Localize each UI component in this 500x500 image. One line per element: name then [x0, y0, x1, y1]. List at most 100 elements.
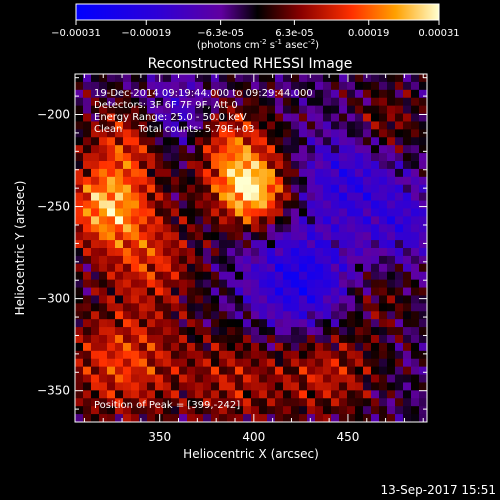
heatmap-cell	[419, 105, 428, 114]
heatmap-cell	[187, 105, 196, 114]
heatmap-cell	[171, 263, 180, 273]
heatmap-cell	[291, 192, 300, 201]
heatmap-cell	[139, 390, 148, 399]
heatmap-cell	[179, 303, 188, 312]
heatmap-cell	[147, 398, 156, 407]
heatmap-cell	[379, 406, 388, 415]
heatmap-cell	[203, 208, 212, 217]
heatmap-cell	[171, 176, 180, 186]
heatmap-cell	[163, 145, 172, 154]
heatmap-cell	[379, 350, 388, 360]
heatmap-cell	[299, 184, 308, 194]
heatmap-cell	[299, 200, 308, 209]
heatmap-cell	[347, 153, 356, 162]
heatmap-cell	[323, 224, 332, 233]
heatmap-cell	[211, 303, 220, 312]
heatmap-cell	[195, 192, 204, 201]
heatmap-cell	[147, 303, 156, 312]
heatmap-cell	[411, 319, 420, 328]
heatmap-cell	[163, 224, 172, 233]
heatmap-cell	[419, 406, 428, 415]
heatmap-cell	[219, 121, 228, 130]
heatmap-cell	[99, 137, 108, 146]
heatmap-cell	[219, 255, 228, 265]
heatmap-cell	[163, 208, 172, 217]
heatmap-cell	[91, 406, 100, 415]
heatmap-cell	[107, 295, 116, 304]
heatmap-cell	[283, 311, 292, 320]
heatmap-cell	[107, 240, 116, 249]
heatmap-cell	[123, 406, 132, 415]
heatmap-cell	[339, 153, 348, 162]
heatmap-cell	[107, 342, 116, 352]
heatmap-cell	[363, 390, 372, 399]
heatmap-cell	[131, 406, 140, 415]
heatmap-cell	[171, 89, 180, 99]
heatmap-cell	[99, 303, 108, 312]
heatmap-cell	[339, 184, 348, 194]
colorbar-unit-label: (photons cm-2 s-1 asec-2)	[197, 38, 319, 51]
colorbar-tick-label: 6.3e-05	[275, 28, 313, 39]
colorbar-tick-label: −0.00019	[121, 28, 171, 39]
heatmap-cell	[243, 398, 252, 407]
colorbar-tick-label: 0.00031	[418, 28, 459, 39]
heatmap-cell	[355, 113, 364, 122]
heatmap-cell	[323, 74, 332, 83]
heatmap-cell	[299, 414, 308, 423]
heatmap-cell	[219, 168, 228, 178]
heatmap-cell	[251, 105, 260, 114]
heatmap-cell	[323, 192, 332, 201]
heatmap-cell	[267, 208, 276, 217]
chart-title: Reconstructed RHESSI Image	[148, 56, 353, 72]
heatmap-cell	[179, 350, 188, 360]
heatmap-cell	[147, 406, 156, 415]
heatmap-cell	[171, 374, 180, 383]
heatmap-cell	[283, 263, 292, 273]
heatmap-cell	[107, 311, 116, 320]
heatmap-cell	[283, 200, 292, 209]
heatmap-cell	[171, 382, 180, 391]
heatmap-cell	[107, 382, 116, 391]
heatmap-cell	[147, 224, 156, 233]
heatmap-cell	[171, 271, 180, 281]
heatmap-cell	[331, 263, 340, 273]
heatmap-cell	[211, 232, 220, 241]
heatmap-cell	[203, 350, 212, 360]
heatmap-cell	[347, 248, 356, 257]
heatmap-cell	[235, 327, 244, 336]
heatmap-cell	[347, 168, 356, 178]
heatmap-cell	[251, 327, 260, 336]
heatmap-cell	[323, 248, 332, 257]
heatmap-cell	[91, 113, 100, 122]
heatmap-cell	[339, 74, 348, 83]
heatmap-cell	[339, 240, 348, 249]
heatmap-cell	[203, 161, 212, 170]
heatmap-cell	[195, 414, 204, 423]
heatmap-cell	[219, 279, 228, 288]
heatmap-cell	[235, 295, 244, 304]
heatmap-cell	[419, 240, 428, 249]
heatmap-cell	[411, 398, 420, 407]
heatmap-cell	[195, 224, 204, 233]
heatmap-cell	[339, 295, 348, 304]
heatmap-cell	[203, 279, 212, 288]
heatmap-cell	[155, 350, 164, 360]
heatmap-cell	[147, 374, 156, 383]
heatmap-cell	[179, 74, 188, 83]
heatmap-cell	[211, 263, 220, 273]
heatmap-cell	[395, 208, 404, 217]
heatmap-cell	[219, 287, 228, 296]
heatmap-cell	[179, 319, 188, 328]
heatmap-cell	[235, 232, 244, 241]
heatmap-cell	[195, 390, 204, 399]
heatmap-cell	[155, 89, 164, 99]
heatmap-cell	[379, 382, 388, 391]
heatmap-cell	[315, 311, 324, 320]
heatmap-cell	[419, 279, 428, 288]
heatmap-cell	[243, 287, 252, 296]
heatmap-cell	[323, 263, 332, 273]
heatmap-cell	[139, 200, 148, 209]
heatmap-cell	[323, 216, 332, 225]
heatmap-cell	[211, 74, 220, 83]
heatmap-cell	[179, 311, 188, 320]
